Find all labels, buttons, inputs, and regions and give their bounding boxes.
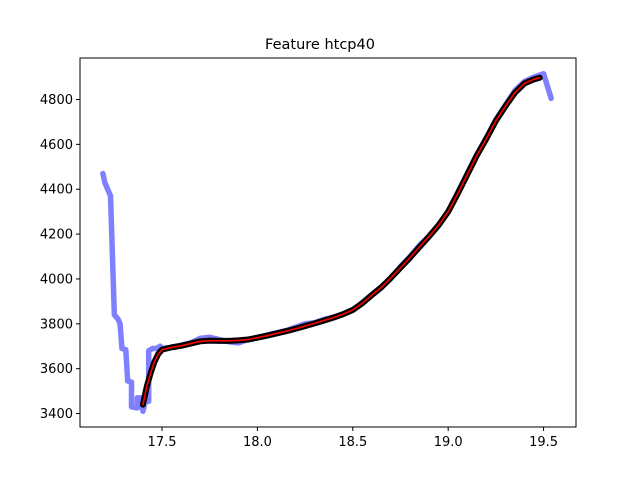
y-tick-label: 3400 (40, 407, 73, 422)
series-line-smoothed (139, 74, 543, 408)
y-axis: 3400 3600 3800 4000 4200 4400 4600 4800 (40, 93, 80, 422)
y-tick-label: 3800 (40, 317, 73, 332)
plot-frame (79, 57, 577, 428)
x-tick-label: 19.5 (529, 435, 558, 450)
series-layer (100, 70, 554, 415)
series-line-fit (142, 76, 541, 406)
x-tick-label: 19.0 (434, 435, 463, 450)
chart-title: Feature htcp40 (265, 37, 375, 53)
y-tick-label: 4200 (40, 228, 73, 243)
y-tick-label: 4600 (40, 138, 73, 153)
x-axis: 17.5 18.0 18.5 19.0 19.5 (148, 427, 558, 450)
y-tick-label: 3600 (40, 362, 73, 377)
x-tick-label: 18.0 (243, 435, 272, 450)
x-tick-label: 18.5 (338, 435, 367, 450)
y-tick-label: 4000 (40, 272, 73, 287)
y-tick-label: 4800 (40, 93, 73, 108)
y-tick-label: 4400 (40, 183, 73, 198)
series-line-raw (100, 70, 554, 415)
x-tick-label: 17.5 (148, 435, 177, 450)
